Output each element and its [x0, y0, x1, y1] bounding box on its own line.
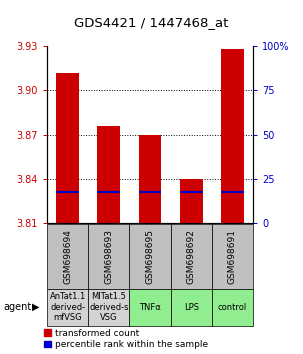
Bar [56, 191, 79, 193]
Text: GDS4421 / 1447468_at: GDS4421 / 1447468_at [74, 16, 229, 29]
Text: TNFα: TNFα [139, 303, 161, 312]
Text: GSM698691: GSM698691 [228, 229, 237, 284]
Bar [171, 224, 212, 289]
Bar [88, 289, 129, 326]
Text: GSM698692: GSM698692 [187, 229, 196, 284]
Bar [180, 191, 202, 193]
Text: GSM698693: GSM698693 [104, 229, 113, 284]
Bar [47, 289, 88, 326]
Bar [98, 191, 120, 193]
Text: ▶: ▶ [32, 302, 39, 312]
Bar [56, 73, 79, 223]
Text: MITat1.5
derived-s
VSG: MITat1.5 derived-s VSG [89, 292, 128, 322]
Bar [88, 224, 129, 289]
Text: GSM698694: GSM698694 [63, 229, 72, 284]
Bar [47, 224, 88, 289]
Bar [129, 289, 171, 326]
Bar [139, 191, 161, 193]
Bar [212, 224, 253, 289]
Bar [221, 191, 244, 193]
Bar [180, 179, 202, 223]
Text: control: control [218, 303, 247, 312]
Text: GSM698695: GSM698695 [145, 229, 155, 284]
Text: AnTat1.1
derived-
mfVSG: AnTat1.1 derived- mfVSG [49, 292, 86, 322]
Bar [171, 289, 212, 326]
Bar [139, 135, 161, 223]
Text: LPS: LPS [184, 303, 199, 312]
Text: agent: agent [3, 302, 31, 312]
Bar [212, 289, 253, 326]
Legend: transformed count, percentile rank within the sample: transformed count, percentile rank withi… [44, 329, 208, 349]
Bar [221, 49, 244, 223]
Bar [98, 126, 120, 223]
Bar [129, 224, 171, 289]
